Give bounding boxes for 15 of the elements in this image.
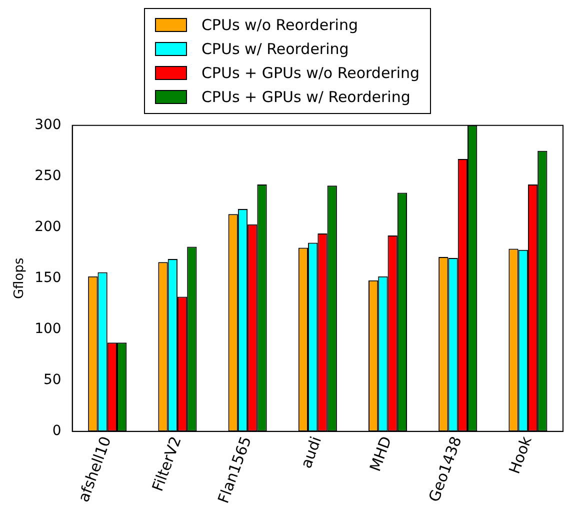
y-tick-label: 300 — [34, 117, 62, 134]
x-tick-label: Hook — [505, 434, 536, 476]
y-tick-label: 150 — [34, 270, 62, 286]
x-tick-label: MHD — [366, 434, 396, 474]
y-axis-title: Gflops — [12, 258, 28, 300]
legend-label: CPUs w/ Reordering — [201, 39, 349, 60]
x-tick-label: audi — [297, 434, 326, 471]
legend-label: CPUs + GPUs w/o Reordering — [201, 63, 420, 84]
legend-label: CPUs w/o Reordering — [201, 15, 358, 36]
legend-label: CPUs + GPUs w/ Reordering — [201, 87, 410, 108]
y-tick-label: 0 — [52, 423, 62, 440]
y-tick-label: 200 — [34, 219, 62, 236]
y-tick-label: 50 — [43, 372, 62, 388]
y-tick-label: 100 — [34, 321, 62, 338]
y-tick-label: 250 — [34, 168, 62, 184]
